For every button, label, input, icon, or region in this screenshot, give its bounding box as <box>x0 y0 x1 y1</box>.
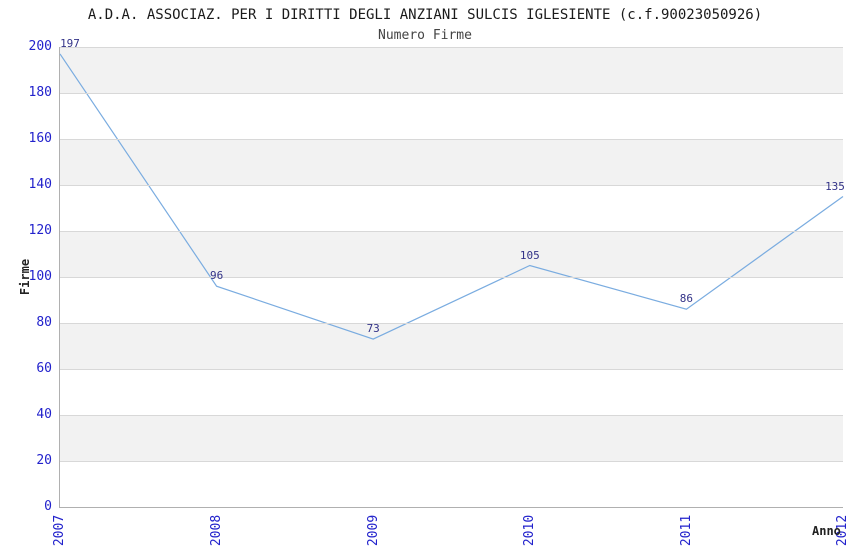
y-tick-label: 0 <box>44 499 52 514</box>
gridline <box>60 277 843 278</box>
data-point-label: 86 <box>679 292 694 306</box>
gridline <box>60 323 843 324</box>
gridline <box>60 415 843 416</box>
y-tick-label: 140 <box>28 177 52 192</box>
data-point-label: 197 <box>60 36 80 50</box>
data-point-label: 96 <box>209 269 224 283</box>
data-point-label: 73 <box>366 322 380 336</box>
gridline <box>60 139 843 140</box>
x-tick-label: 2011 <box>678 514 694 546</box>
x-tick-label: 2010 <box>522 514 538 546</box>
gridline <box>60 231 843 232</box>
y-tick-label: 200 <box>28 39 52 54</box>
gridline <box>60 185 843 186</box>
x-tick-label: 2008 <box>209 514 225 546</box>
gridline <box>60 93 843 94</box>
y-tick-label: 160 <box>28 131 52 146</box>
data-point-label: 105 <box>519 248 540 262</box>
y-tick-label: 60 <box>36 361 52 376</box>
y-tick-label: 180 <box>28 85 52 100</box>
gridline <box>60 461 843 462</box>
x-axis-title: Anno <box>812 524 841 538</box>
data-point-label: 135 <box>825 179 845 193</box>
plot-area <box>59 47 844 508</box>
x-tick-label: 2009 <box>365 514 381 546</box>
y-tick-label: 120 <box>28 223 52 238</box>
chart-title: A.D.A. ASSOCIAZ. PER I DIRITTI DEGLI ANZ… <box>87 7 763 23</box>
data-line-svg <box>59 53 844 340</box>
y-tick-label: 100 <box>28 269 52 284</box>
gridline <box>60 47 843 48</box>
x-tick-label: 2007 <box>52 514 68 546</box>
chart-subtitle: Numero Firme <box>378 28 472 43</box>
data-line <box>59 53 844 340</box>
y-tick-label: 40 <box>36 407 52 422</box>
y-tick-label: 20 <box>36 453 52 468</box>
y-tick-label: 80 <box>36 315 52 330</box>
gridline <box>60 369 843 370</box>
